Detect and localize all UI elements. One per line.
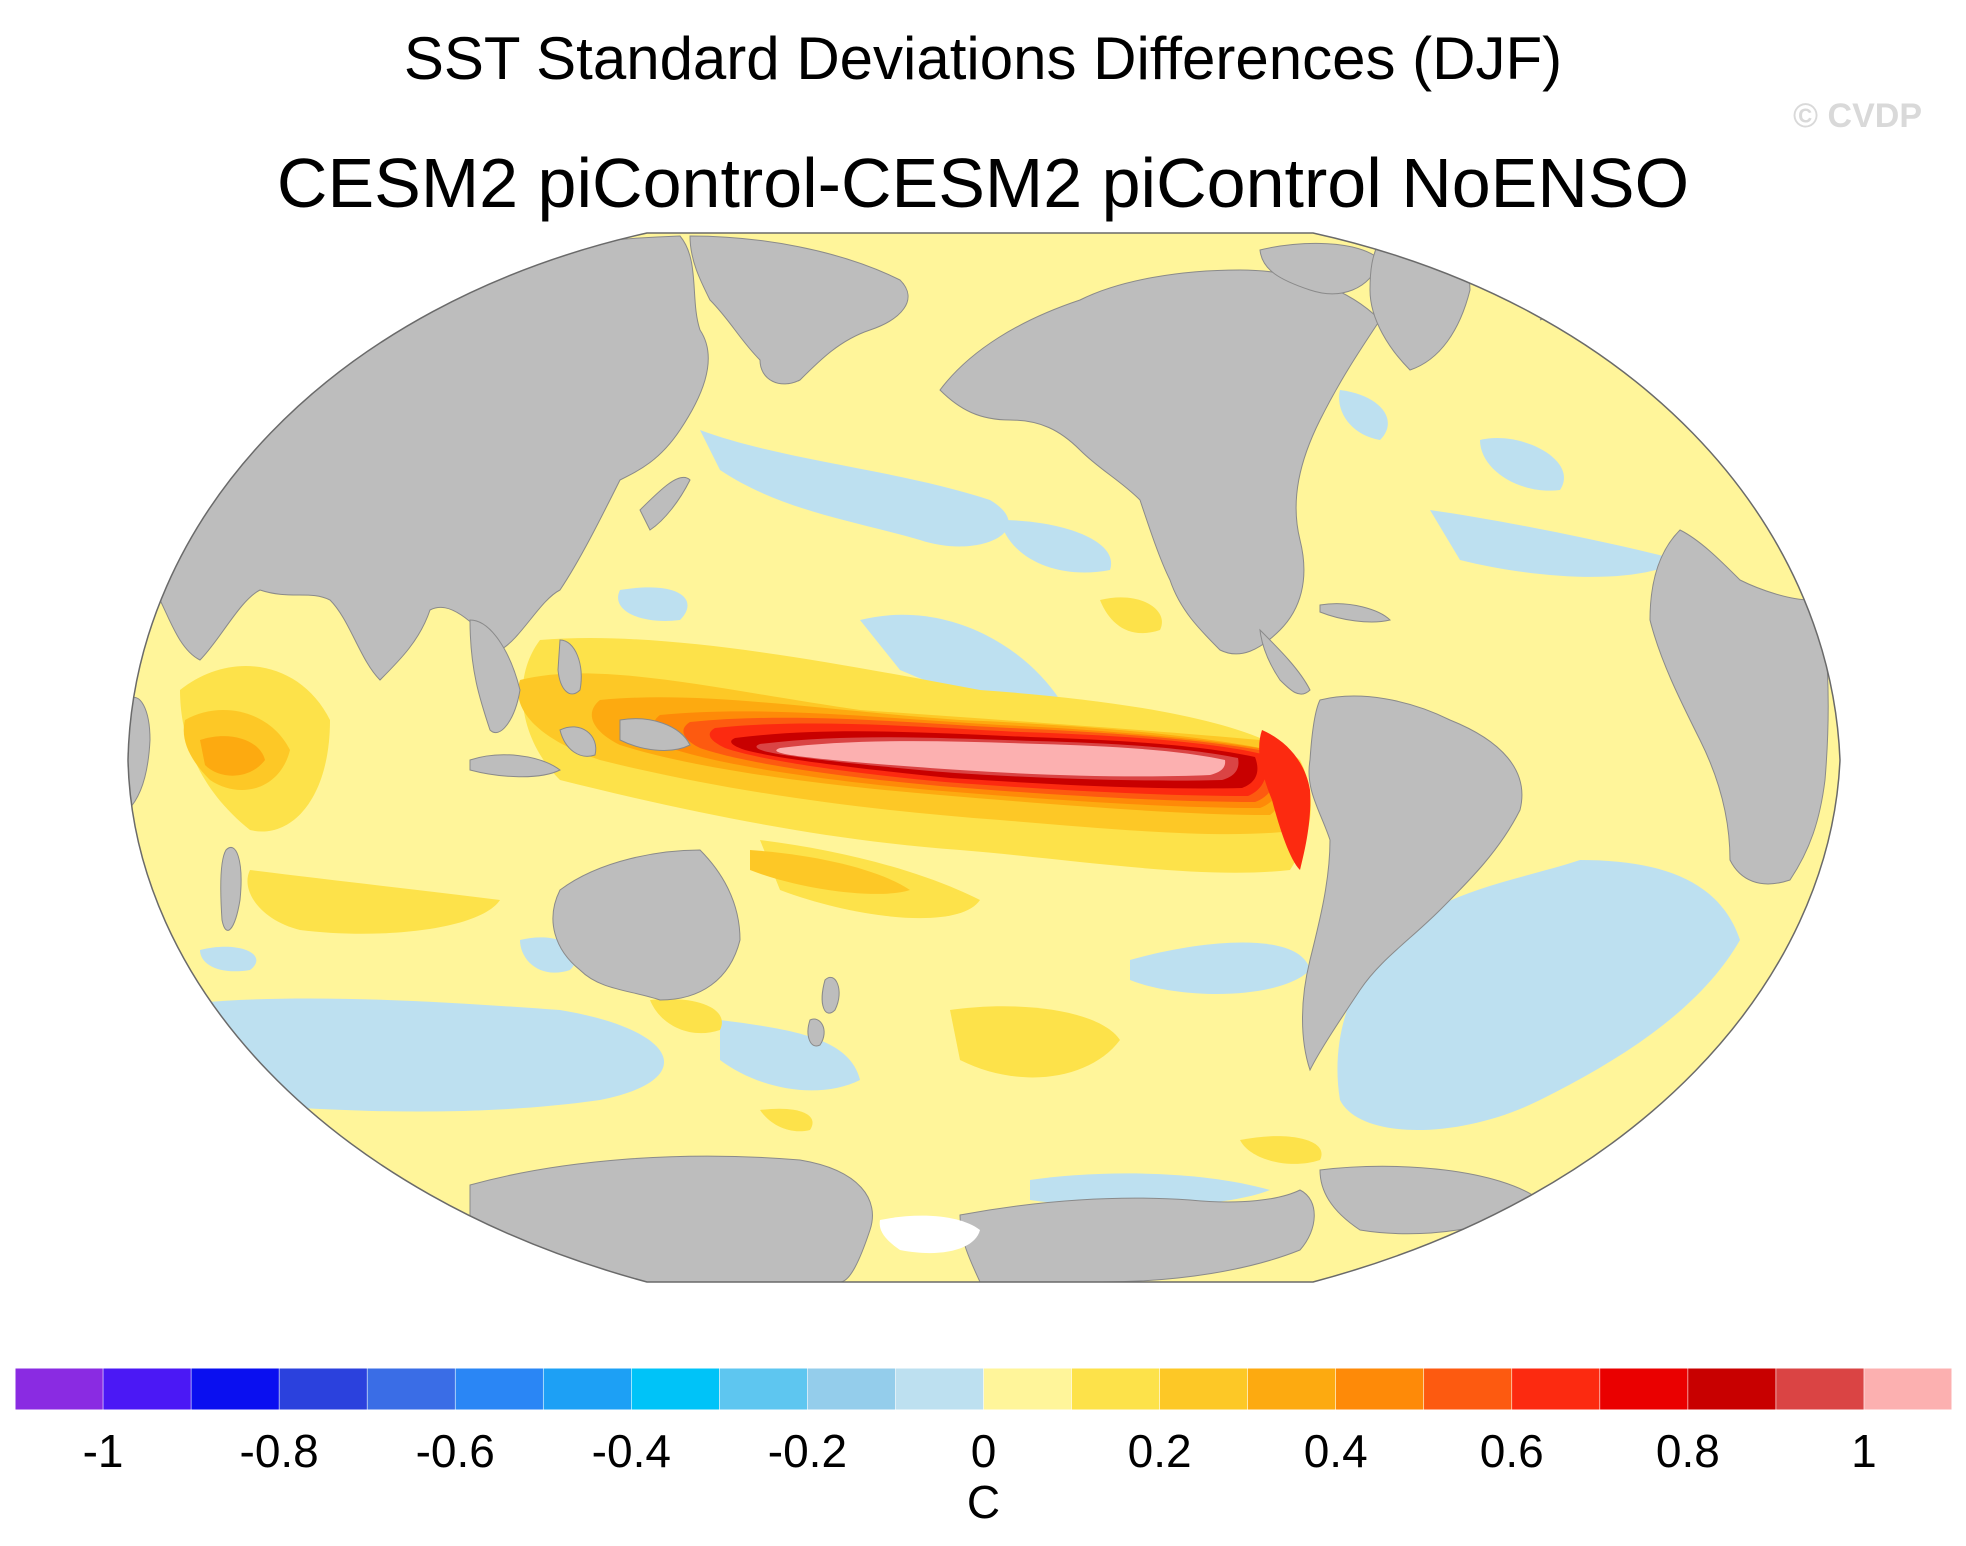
colorbar-tick-label: -1	[83, 1425, 124, 1477]
colorbar-tick-label: 0.6	[1480, 1425, 1544, 1477]
colorbar-swatch	[1599, 1367, 1689, 1411]
colorbar-frame	[14, 1367, 1953, 1411]
colorbar-swatch	[1159, 1367, 1249, 1411]
colorbar-swatch	[807, 1367, 897, 1411]
colorbar-swatch	[719, 1367, 809, 1411]
peru-coast-region	[1259, 730, 1311, 870]
colorbar-swatch	[1863, 1367, 1953, 1411]
colorbar-tick-label: -0.2	[768, 1425, 847, 1477]
colorbar-swatch	[454, 1367, 545, 1411]
colorbar-swatch	[190, 1367, 280, 1411]
colorbar-swatch	[366, 1367, 457, 1411]
colorbar-swatch	[102, 1367, 192, 1411]
chart-title: SST Standard Deviations Differences (DJF…	[403, 25, 1563, 92]
colorbar-tick-label: 0.8	[1656, 1425, 1720, 1477]
colorbar-swatch	[631, 1367, 721, 1411]
land-masses	[128, 235, 1829, 1282]
colorbar-tick-label: 0.2	[1128, 1425, 1192, 1477]
colorbar-swatch	[14, 1367, 104, 1411]
colorbar-tick-label: 1	[1851, 1425, 1877, 1477]
sea-ice-region	[879, 1215, 980, 1254]
colorbar-swatch	[278, 1367, 368, 1411]
colorbar-tick-label: 0	[971, 1425, 997, 1477]
colorbar-swatch	[1247, 1367, 1337, 1411]
colorbar-swatch	[895, 1367, 985, 1411]
chart-subtitle: CESM2 piControl-CESM2 piControl NoENSO	[276, 144, 1690, 222]
colorbar-unit-label: C	[967, 1476, 1000, 1528]
colorbar-tick-label: -0.6	[416, 1425, 495, 1477]
colorbar-swatch	[542, 1367, 633, 1411]
negative-anomaly-regions	[140, 370, 1740, 1207]
watermark: © CVDP	[1793, 97, 1922, 135]
colorbar-swatch	[1423, 1367, 1513, 1411]
positive-core-region	[776, 741, 1226, 777]
colorbar-swatch	[1071, 1367, 1161, 1411]
colorbar-swatch	[1687, 1367, 1777, 1411]
colorbar-swatch	[1511, 1367, 1601, 1411]
colorbar-tick-label: -0.4	[592, 1425, 671, 1477]
colorbar-swatch	[983, 1367, 1073, 1411]
colorbar-swatch	[1335, 1367, 1425, 1411]
colorbar-tick-label: -0.8	[240, 1425, 319, 1477]
colorbar-tick-label: 0.4	[1304, 1425, 1368, 1477]
globe-outline	[127, 232, 1841, 1283]
colorbar-swatch	[1775, 1367, 1865, 1411]
